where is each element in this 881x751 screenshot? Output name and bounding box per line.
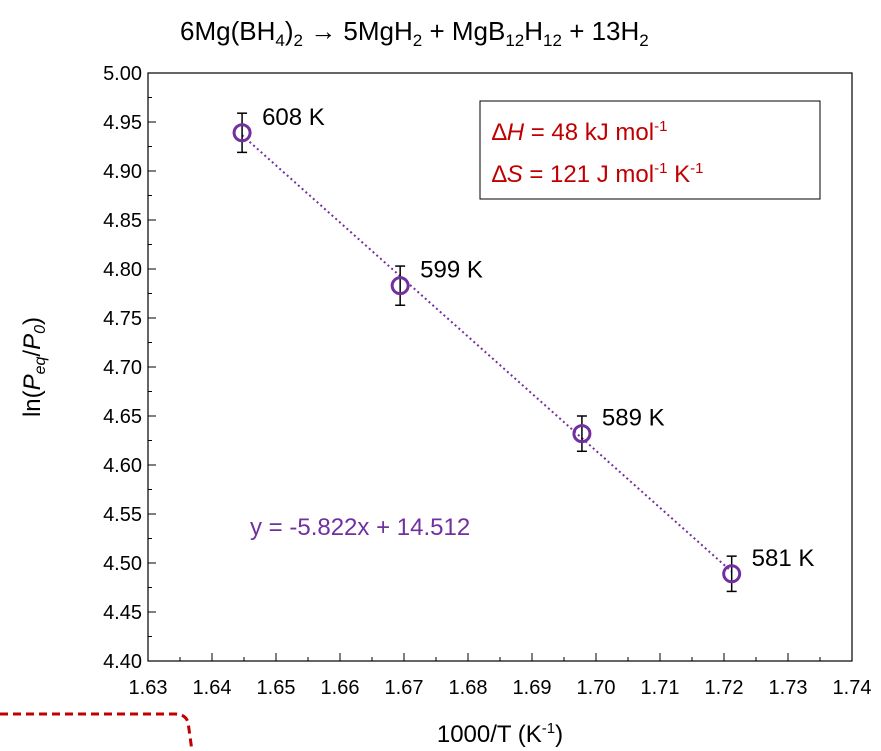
point-label: 608 K <box>262 104 325 131</box>
x-tick-label: 1.64 <box>193 677 232 699</box>
y-tick-label: 4.80 <box>103 259 142 281</box>
x-tick-label: 1.68 <box>449 677 488 699</box>
y-tick-label: 4.55 <box>103 504 142 526</box>
y-tick-label: 4.70 <box>103 357 142 379</box>
y-tick-label: 4.90 <box>103 161 142 183</box>
y-tick-label: 4.50 <box>103 553 142 575</box>
y-tick-label: 4.40 <box>103 651 142 673</box>
x-tick-label: 1.65 <box>257 677 296 699</box>
x-tick-label: 1.67 <box>385 677 424 699</box>
y-tick-label: 4.60 <box>103 455 142 477</box>
y-tick-label: 4.75 <box>103 308 142 330</box>
data-point <box>722 564 742 584</box>
data-point <box>572 424 592 444</box>
point-label: 581 K <box>752 545 815 572</box>
y-tick-label: 5.00 <box>103 63 142 85</box>
x-tick-label: 1.63 <box>129 677 168 699</box>
y-tick-label: 4.45 <box>103 602 142 624</box>
fit-equation: y = -5.822x + 14.512 <box>250 514 470 541</box>
x-tick-label: 1.73 <box>769 677 808 699</box>
dashed-outline <box>0 712 194 751</box>
point-label: 599 K <box>420 257 483 284</box>
entropy-label: ∆S = 121 J mol-1 K-1 <box>492 160 703 188</box>
thermo-box <box>479 100 821 200</box>
chart-title: 6Mg(BH4)2 → 5MgH2 + MgB12H12 + 13H2 <box>180 16 649 50</box>
x-tick-label: 1.71 <box>641 677 680 699</box>
x-tick-label: 1.66 <box>321 677 360 699</box>
y-tick-label: 4.95 <box>103 112 142 134</box>
x-tick-label: 1.74 <box>833 677 872 699</box>
fit-line <box>241 134 733 573</box>
x-tick-label: 1.70 <box>577 677 616 699</box>
x-tick-label: 1.69 <box>513 677 552 699</box>
y-tick-label: 4.65 <box>103 406 142 428</box>
y-axis-label: ln(Peq/P0) <box>19 317 49 417</box>
data-points: 608 K 599 K 589 K 581 K <box>232 104 815 593</box>
data-point <box>232 123 252 143</box>
y-axis: 4.40 4.45 4.50 4.55 4.60 4.65 4.70 4.75 4.80 4.85… <box>103 63 156 673</box>
x-axis: 1.63 1.64 1.65 1.66 1.67 1.68 1.69 1.70 1.71 1.72… <box>129 653 872 699</box>
point-label: 589 K <box>602 405 665 432</box>
enthalpy-label: ∆H = 48 kJ mol-1 <box>492 118 667 146</box>
x-tick-label: 1.72 <box>705 677 744 699</box>
x-axis-label: 1000/T (K-1) <box>437 720 563 748</box>
data-point <box>390 276 410 296</box>
y-tick-label: 4.85 <box>103 210 142 232</box>
